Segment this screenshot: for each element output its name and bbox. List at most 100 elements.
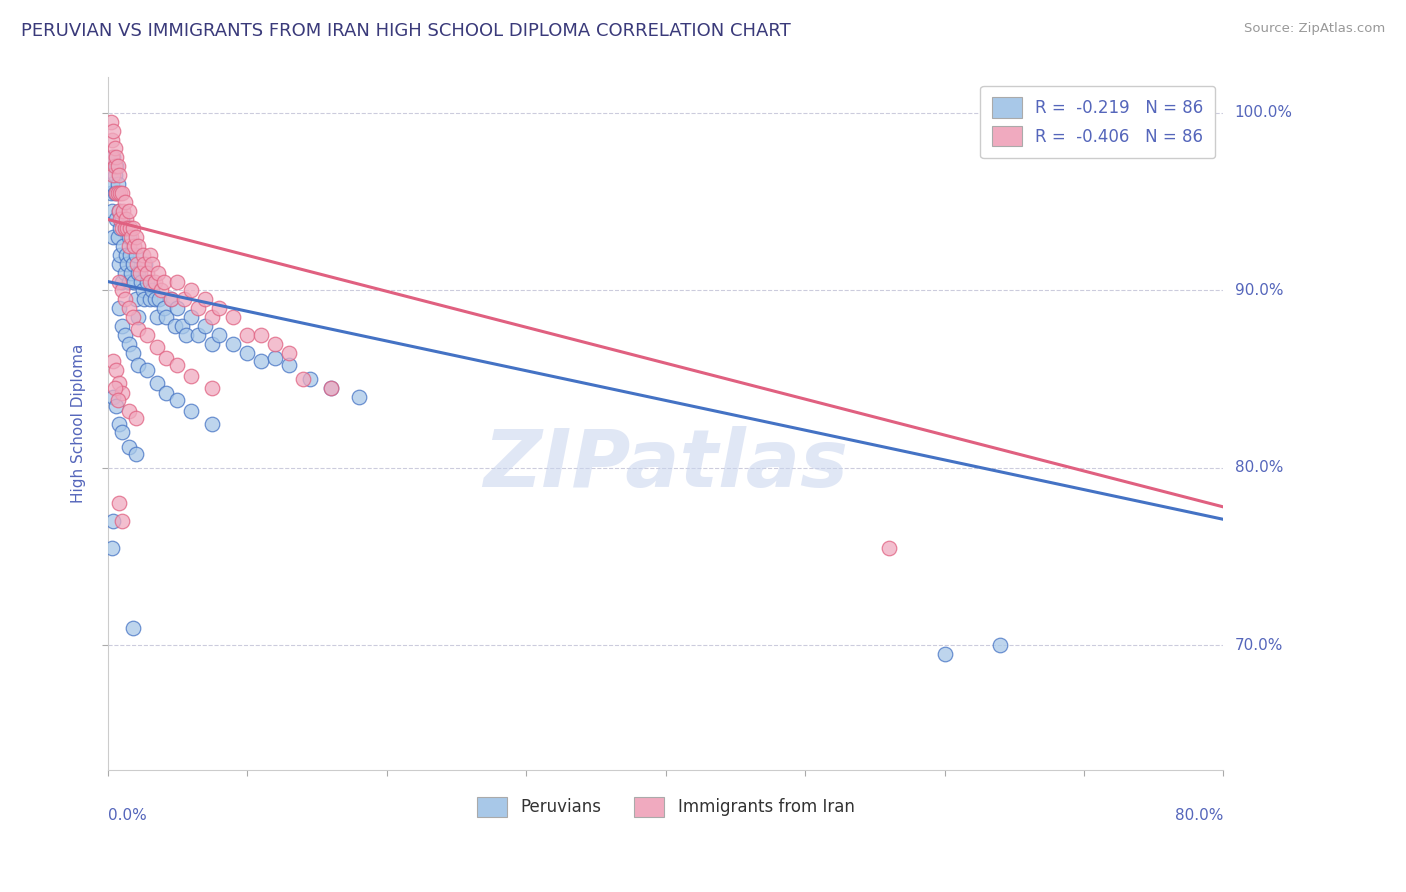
Point bbox=[107, 393, 129, 408]
Point bbox=[120, 221, 142, 235]
Point bbox=[115, 212, 138, 227]
Point bbox=[110, 212, 132, 227]
Point bbox=[111, 425, 134, 440]
Point bbox=[180, 310, 202, 324]
Point bbox=[264, 351, 287, 365]
Text: Source: ZipAtlas.com: Source: ZipAtlas.com bbox=[1244, 22, 1385, 36]
Point bbox=[236, 345, 259, 359]
Point bbox=[114, 266, 136, 280]
Point bbox=[111, 212, 134, 227]
Point bbox=[101, 132, 124, 146]
Point bbox=[138, 293, 160, 307]
Point bbox=[264, 336, 287, 351]
Point bbox=[104, 159, 127, 173]
Point bbox=[201, 336, 224, 351]
Point bbox=[138, 275, 160, 289]
Point bbox=[101, 541, 124, 555]
Text: 80.0%: 80.0% bbox=[1234, 460, 1282, 475]
Text: ZIPatlas: ZIPatlas bbox=[484, 426, 848, 504]
Point bbox=[122, 310, 145, 324]
Point bbox=[110, 221, 132, 235]
Point bbox=[124, 248, 146, 262]
Point bbox=[104, 141, 127, 155]
Point bbox=[103, 150, 125, 164]
Point bbox=[103, 230, 125, 244]
Point bbox=[105, 363, 128, 377]
Point bbox=[110, 248, 132, 262]
Point bbox=[104, 381, 127, 395]
Point bbox=[148, 293, 170, 307]
Point bbox=[131, 248, 153, 262]
Point bbox=[114, 194, 136, 209]
Point bbox=[127, 239, 149, 253]
Y-axis label: High School Diploma: High School Diploma bbox=[72, 343, 86, 503]
Point bbox=[108, 168, 131, 182]
Point bbox=[105, 150, 128, 164]
Point bbox=[194, 318, 217, 333]
Point bbox=[134, 257, 156, 271]
Point bbox=[101, 203, 124, 218]
Point bbox=[118, 230, 141, 244]
Point bbox=[208, 301, 231, 315]
Point bbox=[111, 221, 134, 235]
Point bbox=[129, 275, 152, 289]
Point bbox=[117, 257, 139, 271]
Point bbox=[132, 293, 155, 307]
Point bbox=[132, 257, 155, 271]
Point bbox=[101, 150, 124, 164]
Point bbox=[118, 239, 141, 253]
Point bbox=[115, 248, 138, 262]
Point bbox=[166, 358, 188, 372]
Point bbox=[141, 257, 163, 271]
Point bbox=[155, 386, 177, 401]
Point bbox=[124, 293, 146, 307]
Point bbox=[187, 327, 209, 342]
Point bbox=[174, 327, 197, 342]
Point bbox=[159, 293, 181, 307]
Point bbox=[110, 186, 132, 200]
Point bbox=[149, 284, 172, 298]
Point bbox=[122, 221, 145, 235]
Point bbox=[107, 177, 129, 191]
Point bbox=[111, 284, 134, 298]
Point bbox=[118, 275, 141, 289]
Point bbox=[108, 203, 131, 218]
Point bbox=[122, 621, 145, 635]
Point bbox=[112, 239, 135, 253]
Point bbox=[111, 186, 134, 200]
Point bbox=[201, 417, 224, 431]
Point bbox=[319, 381, 342, 395]
Point bbox=[201, 310, 224, 324]
Point bbox=[166, 275, 188, 289]
Point bbox=[122, 257, 145, 271]
Point bbox=[118, 440, 141, 454]
Point bbox=[138, 248, 160, 262]
Text: 100.0%: 100.0% bbox=[1234, 105, 1292, 120]
Point bbox=[170, 318, 193, 333]
Point bbox=[208, 327, 231, 342]
Point bbox=[104, 186, 127, 200]
Point bbox=[108, 275, 131, 289]
Point bbox=[145, 310, 167, 324]
Point bbox=[201, 381, 224, 395]
Point bbox=[108, 301, 131, 315]
Point bbox=[120, 248, 142, 262]
Point bbox=[159, 293, 181, 307]
Point bbox=[103, 390, 125, 404]
Point bbox=[114, 221, 136, 235]
Point bbox=[250, 327, 273, 342]
Point bbox=[143, 275, 166, 289]
Point bbox=[112, 203, 135, 218]
Point bbox=[298, 372, 321, 386]
Point bbox=[108, 417, 131, 431]
Point bbox=[114, 327, 136, 342]
Text: 80.0%: 80.0% bbox=[1175, 808, 1223, 823]
Point bbox=[145, 376, 167, 390]
Point bbox=[122, 275, 145, 289]
Point bbox=[105, 399, 128, 413]
Point bbox=[107, 159, 129, 173]
Point bbox=[111, 386, 134, 401]
Point bbox=[122, 239, 145, 253]
Point bbox=[278, 345, 301, 359]
Point bbox=[143, 293, 166, 307]
